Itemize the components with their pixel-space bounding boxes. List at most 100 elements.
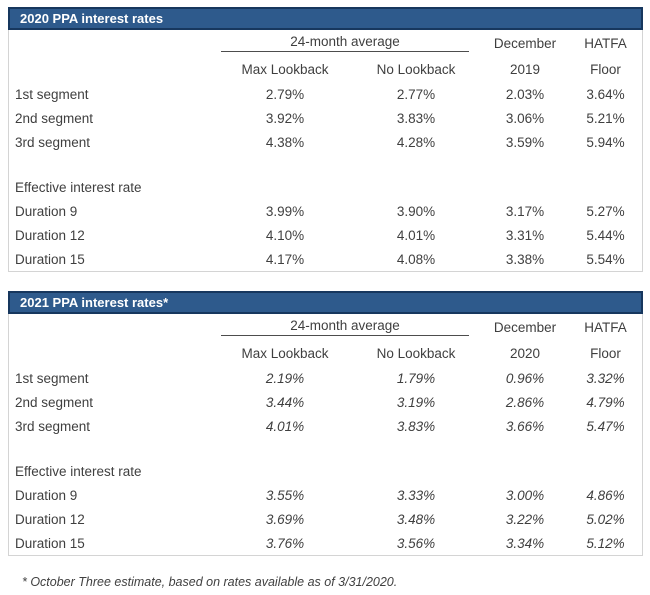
section-header-row: Effective interest rate: [9, 175, 642, 199]
footnote: * October Three estimate, based on rates…: [22, 575, 398, 589]
rate-value: 5.54%: [586, 251, 625, 267]
rate-value: 4.38%: [265, 134, 305, 150]
rate-value: 5.44%: [586, 227, 625, 243]
floor-header-line2: Floor: [590, 345, 621, 361]
group-header-cell: 24-month average: [219, 30, 481, 56]
table-row: Duration 9 3.55% 3.33% 3.00% 4.86%: [9, 483, 642, 507]
rate-value: 3.90%: [396, 203, 436, 219]
table-row: 2nd segment 3.92% 3.83% 3.06% 5.21%: [9, 106, 642, 130]
row-label: 1st segment: [15, 370, 89, 386]
ppa-2021-title-bar: 2021 PPA interest rates*: [8, 291, 643, 314]
rate-value: 4.17%: [265, 251, 305, 267]
no-lookback-header: No Lookback: [376, 61, 456, 77]
rate-value: 4.79%: [586, 394, 625, 410]
row-label: 3rd segment: [15, 418, 91, 434]
rate-value: 3.32%: [586, 370, 625, 386]
rate-value: 3.55%: [265, 487, 305, 503]
max-lookback-header: Max Lookback: [241, 61, 329, 77]
rate-value: 4.86%: [586, 487, 625, 503]
year-header-line1: December: [493, 319, 557, 335]
rate-value: 3.99%: [265, 203, 305, 219]
rate-value: 0.96%: [505, 370, 545, 386]
rate-value: 3.19%: [396, 394, 436, 410]
max-lookback-header: Max Lookback: [241, 345, 329, 361]
year-header-line2: 2019: [509, 61, 541, 77]
rate-value: 4.01%: [396, 227, 436, 243]
row-label: Duration 15: [15, 251, 85, 267]
table-row: 1st segment 2.79% 2.77% 2.03% 3.64%: [9, 82, 642, 106]
rate-value: 2.19%: [265, 370, 305, 386]
rate-value: 3.33%: [396, 487, 436, 503]
table-row: Duration 15 3.76% 3.56% 3.34% 5.12%: [9, 531, 642, 555]
table-row: 3rd segment 4.38% 4.28% 3.59% 5.94%: [9, 130, 642, 154]
ppa-2020-title-bar: 2020 PPA interest rates: [8, 7, 643, 30]
rate-value: 3.56%: [396, 535, 436, 551]
rate-value: 3.34%: [505, 535, 545, 551]
group-header-cell: 24-month average: [219, 314, 481, 340]
table-row: Duration 15 4.17% 4.08% 3.38% 5.54%: [9, 247, 642, 271]
section-label: Effective interest rate: [15, 463, 142, 479]
rate-value: 3.69%: [265, 511, 305, 527]
rate-value: 2.79%: [265, 86, 305, 102]
row-label: 3rd segment: [15, 134, 91, 150]
rate-value: 4.01%: [265, 418, 305, 434]
rate-value: 3.06%: [505, 110, 545, 126]
ppa-2020-table-box: 24-month average December HATFA Max Look…: [8, 30, 643, 272]
sub-header-row: Max Lookback No Lookback 2020 Floor: [9, 340, 642, 366]
rate-value: 3.38%: [505, 251, 545, 267]
floor-header-line1: HATFA: [584, 35, 627, 51]
table-row: 1st segment 2.19% 1.79% 0.96% 3.32%: [9, 366, 642, 390]
rate-value: 3.83%: [396, 418, 436, 434]
ppa-2021-panel: 2021 PPA interest rates* 24-month averag…: [8, 291, 643, 556]
table-row: 3rd segment 4.01% 3.83% 3.66% 5.47%: [9, 414, 642, 438]
section-label: Effective interest rate: [15, 179, 142, 195]
rate-value: 3.22%: [505, 511, 545, 527]
rate-value: 2.77%: [396, 86, 436, 102]
row-label: 2nd segment: [15, 394, 94, 410]
row-label: Duration 9: [15, 487, 78, 503]
rate-value: 4.28%: [396, 134, 436, 150]
rate-value: 5.21%: [586, 110, 625, 126]
floor-header-line1: HATFA: [584, 319, 627, 335]
spacer-cell: [9, 30, 219, 56]
group-header-row: 24-month average December HATFA: [9, 30, 642, 56]
rate-value: 3.83%: [396, 110, 436, 126]
no-lookback-header: No Lookback: [376, 345, 456, 361]
rate-value: 3.59%: [505, 134, 545, 150]
group-header-label: 24-month average: [221, 34, 470, 52]
spacer-cell: [9, 314, 219, 340]
rate-value: 5.94%: [586, 134, 625, 150]
rate-value: 2.03%: [505, 86, 545, 102]
rate-value: 4.08%: [396, 251, 436, 267]
year-header-line1: December: [493, 35, 557, 51]
table-row: 2nd segment 3.44% 3.19% 2.86% 4.79%: [9, 390, 642, 414]
row-label: Duration 9: [15, 203, 78, 219]
ppa-2020-table: 24-month average December HATFA Max Look…: [9, 30, 642, 271]
rate-value: 4.10%: [265, 227, 305, 243]
spacer-cell: [9, 340, 219, 366]
rate-value: 1.79%: [396, 370, 436, 386]
row-label: 1st segment: [15, 86, 89, 102]
rate-value: 3.00%: [505, 487, 545, 503]
rate-value: 3.17%: [505, 203, 545, 219]
rate-value: 5.47%: [586, 418, 625, 434]
rate-value: 2.86%: [505, 394, 545, 410]
rate-value: 3.31%: [505, 227, 545, 243]
rate-value: 3.92%: [265, 110, 305, 126]
sub-header-row: Max Lookback No Lookback 2019 Floor: [9, 56, 642, 82]
spacer-cell: [9, 56, 219, 82]
rate-value: 3.64%: [586, 86, 625, 102]
floor-header-line2: Floor: [590, 61, 621, 77]
spacer-row: [9, 154, 642, 175]
rate-value: 3.44%: [265, 394, 305, 410]
rate-value: 3.66%: [505, 418, 545, 434]
row-label: Duration 15: [15, 535, 85, 551]
rate-value: 3.48%: [396, 511, 436, 527]
ppa-2021-table-box: 24-month average December HATFA Max Look…: [8, 314, 643, 556]
ppa-2020-panel: 2020 PPA interest rates 24-month average…: [8, 7, 643, 272]
table-row: Duration 9 3.99% 3.90% 3.17% 5.27%: [9, 199, 642, 223]
row-label: Duration 12: [15, 511, 85, 527]
table-row: Duration 12 3.69% 3.48% 3.22% 5.02%: [9, 507, 642, 531]
rate-value: 5.02%: [586, 511, 625, 527]
